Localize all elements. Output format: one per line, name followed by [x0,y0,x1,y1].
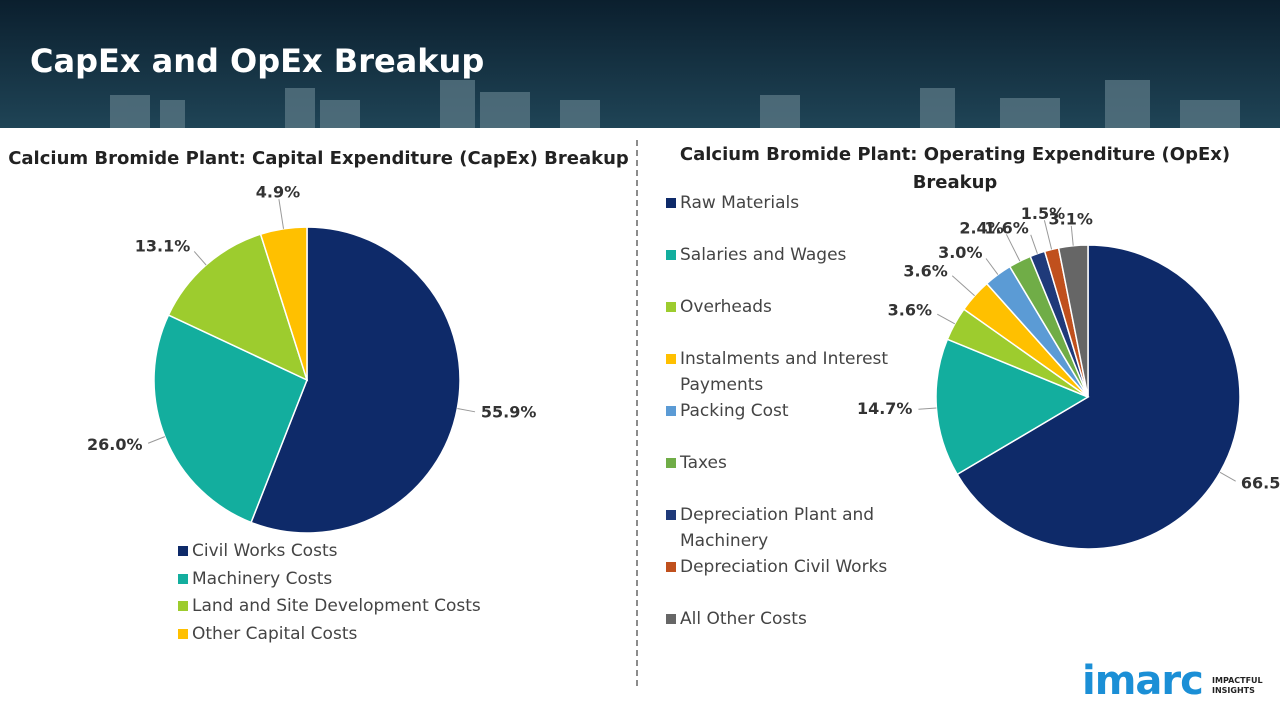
header-band [0,0,1280,128]
data-label: 66.5% [1241,474,1280,493]
legend-label: Other Capital Costs [192,623,358,644]
page-title: CapEx and OpEx Breakup [30,42,485,80]
data-label: 1.6% [984,219,1028,238]
legend-label: Taxes [680,453,727,473]
pie-slice [259,226,308,381]
legend-swatch [666,510,676,520]
legend-label: Depreciation Civil Works [680,557,888,577]
legend-label: Machinery Costs [192,568,333,589]
leader-line [278,199,285,229]
data-label: 13.1% [135,236,191,255]
pie-slice [956,244,1241,550]
leader-line [937,313,956,325]
leader-line [1070,225,1074,246]
legend-swatch [666,302,676,312]
legend-swatch [178,546,188,556]
skyline [110,80,1240,128]
legend-label: Depreciation Plant and Machinery [680,505,875,551]
legend-label: Salaries and Wages [680,245,847,265]
data-label: 3.0% [938,243,982,262]
legend-swatch [178,573,188,584]
data-label: 14.7% [857,399,913,418]
data-label: 4.9% [256,183,300,202]
legend-swatch [178,628,188,639]
pie-slice [153,314,308,524]
data-label: 3.6% [888,301,932,320]
data-label: 26.0% [87,435,143,454]
data-label: 1.5% [1021,204,1065,223]
logo: imarc [1082,658,1204,704]
leader-line [147,436,166,444]
legend-label: Raw Materials [680,193,800,213]
chart-title: Calcium Bromide Plant: Operating Expendi… [679,144,1231,193]
legend-swatch [666,406,676,416]
legend-label: Overheads [680,297,772,317]
legend-swatch [666,198,676,208]
leader-line [1043,220,1053,250]
chart-title: Calcium Bromide Plant: Capital Expenditu… [8,148,629,169]
legend-swatch [666,354,676,364]
legend-label: Packing Cost [680,401,789,421]
legend-label: Civil Works Costs [192,541,338,561]
leader-line [918,407,937,410]
legend-swatch [666,250,676,260]
legend-swatch [666,458,676,468]
logo-tagline: IMPACTFUL INSIGHTS [1212,676,1263,695]
pie-slice [167,233,309,382]
leader-line [985,258,999,275]
leader-line [1030,234,1038,254]
data-label: 55.9% [481,402,537,421]
legend-swatch [666,614,676,624]
leader-line [1005,234,1021,262]
legend-label: All Other Costs [680,609,807,629]
data-label: 2.4% [959,218,1003,237]
leader-line [193,251,207,266]
data-label: 3.6% [903,261,947,280]
leader-line [1219,471,1236,482]
legend-label: Instalments and Interest Payments [680,349,889,395]
legend-swatch [666,562,676,572]
leader-line [951,275,975,297]
legend-label: Land and Site Development Costs [192,596,481,616]
leader-line [457,407,476,413]
pie-slice [250,226,461,534]
data-label: 3.1% [1049,209,1093,228]
legend-swatch [178,601,188,611]
